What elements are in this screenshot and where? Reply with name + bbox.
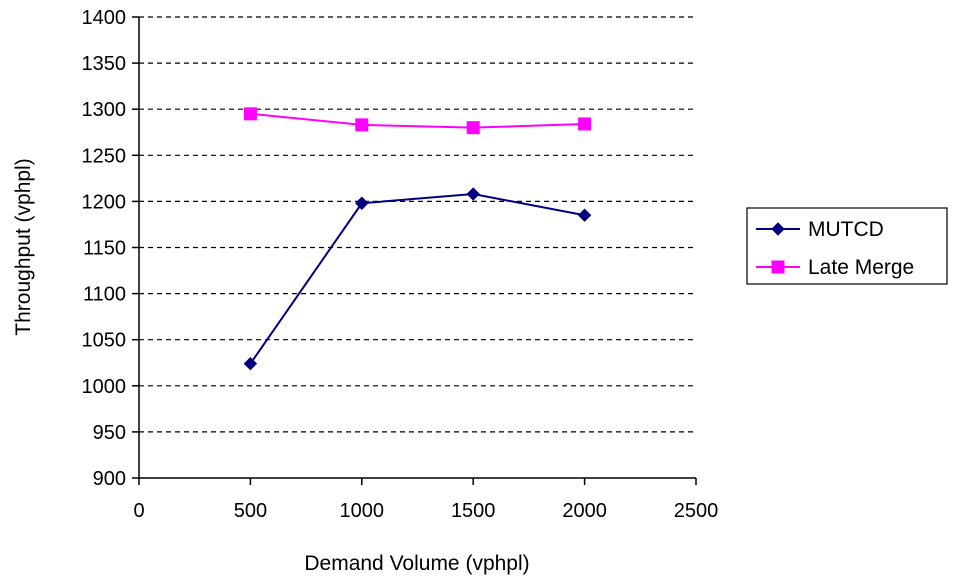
series-late-merge	[243, 107, 592, 135]
y-tick-label: 1300	[82, 99, 127, 121]
x-tick-label: 2500	[674, 500, 719, 522]
legend-label: MUTCD	[808, 218, 884, 241]
y-axis-title: Throughput (vphpl)	[12, 158, 35, 335]
x-tick-label: 1500	[451, 500, 496, 522]
y-tick-label: 1400	[82, 7, 127, 29]
y-tick-labels: 900 950 1000 1050 1100 1150 1200 1250 1300 1350 14…	[82, 7, 139, 490]
x-tick-label: 2000	[562, 500, 607, 522]
y-tick-label: 900	[93, 468, 126, 490]
series-line	[249, 193, 585, 365]
series-line	[250, 112, 585, 129]
legend-label: Late Merge	[808, 256, 914, 279]
data-point	[243, 356, 258, 371]
y-tick-label: 1150	[83, 238, 126, 260]
data-point	[578, 117, 592, 131]
series	[243, 107, 592, 371]
data-point	[466, 121, 480, 135]
y-tick-label: 1000	[82, 376, 127, 398]
y-tick-label: 1250	[82, 145, 127, 167]
x-axis-title: Demand Volume (vphpl)	[304, 552, 529, 575]
y-tick-label: 1200	[82, 191, 127, 213]
grid-lines	[139, 16, 696, 433]
x-tick-label: 0	[133, 500, 144, 522]
legend-swatch-marker	[771, 222, 785, 236]
data-point	[355, 118, 369, 132]
legend-item: MUTCD	[756, 218, 884, 241]
legend: MUTCD Late Merge	[746, 207, 948, 285]
legend-item: Late Merge	[756, 256, 914, 279]
x-tick-labels: 0 500 1000 1500 2000 2500	[133, 478, 718, 522]
y-tick-label: 1050	[82, 330, 127, 352]
data-point	[466, 187, 480, 201]
x-tick-label: 500	[234, 500, 267, 522]
x-tick-label: 1000	[340, 500, 385, 522]
data-point	[577, 208, 592, 222]
y-tick-label: 1100	[83, 284, 126, 306]
y-tick-label: 950	[93, 422, 126, 444]
data-point	[355, 196, 369, 210]
y-tick-label: 1350	[82, 53, 127, 75]
data-point	[243, 107, 257, 121]
series-mutcd	[243, 187, 592, 371]
legend-swatch-marker	[771, 260, 785, 274]
